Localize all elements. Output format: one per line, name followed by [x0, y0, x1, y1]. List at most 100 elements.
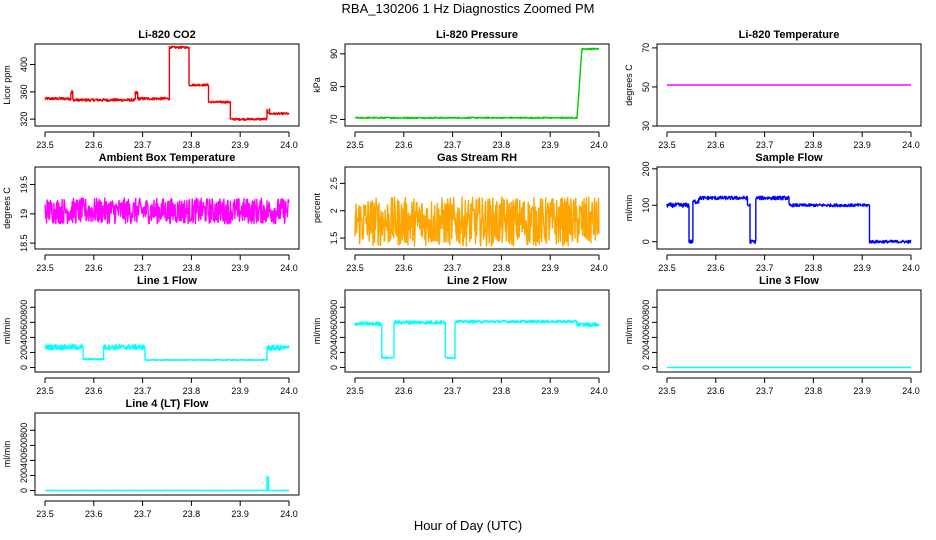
chart-title: Gas Stream RH	[437, 152, 517, 164]
y-axis-label: ml/min	[312, 318, 322, 345]
y-tick-label: 2	[329, 208, 339, 213]
y-tick-label: 18.5	[19, 234, 29, 252]
x-tick-label: 23.7	[444, 386, 462, 396]
x-tick-label: 24.0	[590, 140, 608, 150]
y-tick-label: 200	[641, 345, 651, 360]
y-tick-label: 50	[641, 82, 651, 92]
x-tick-label: 23.7	[134, 509, 152, 519]
y-tick-label: 600	[19, 315, 29, 330]
plot-frame	[656, 289, 922, 373]
x-tick-label: 24.0	[590, 386, 608, 396]
y-tick-label: 70	[641, 43, 651, 53]
page-title: RBA_130206 1 Hz Diagnostics Zoomed PM	[341, 1, 595, 16]
chart-panel: Li-820 Temperature degrees C 30 50 70 23.5 23.…	[624, 29, 922, 150]
y-tick-label: 200	[329, 345, 339, 360]
y-tick-label: 400	[19, 57, 29, 72]
x-tick-label: 23.5	[36, 509, 54, 519]
x-tick-label: 23.6	[395, 140, 413, 150]
x-tick-label: 24.0	[902, 140, 920, 150]
y-tick-label: 400	[19, 453, 29, 468]
x-tick-label: 23.6	[707, 263, 725, 273]
x-tick-label: 23.9	[231, 386, 249, 396]
y-tick-label: 200	[19, 468, 29, 483]
x-tick-label: 23.9	[231, 509, 249, 519]
x-tick-label: 24.0	[280, 140, 298, 150]
chart-title: Line 1 Flow	[137, 275, 197, 287]
y-tick-label: 2.5	[329, 177, 339, 190]
x-tick-label: 23.5	[36, 386, 54, 396]
series-line	[666, 195, 912, 245]
series-line	[44, 197, 290, 225]
x-tick-label: 23.5	[658, 263, 676, 273]
y-tick-label: 19	[19, 209, 29, 219]
x-tick-label: 23.5	[346, 386, 364, 396]
y-tick-label: 400	[19, 330, 29, 345]
x-tick-label: 23.8	[183, 263, 201, 273]
x-tick-label: 23.7	[756, 140, 774, 150]
y-tick-label: 400	[329, 330, 339, 345]
x-tick-label: 23.6	[85, 263, 103, 273]
chart-panel: Sample Flow ml/min 0 100 200 23.5 23.6 23.7 23.8…	[624, 152, 922, 273]
y-axis-label: percent	[312, 192, 322, 223]
chart-panel: Gas Stream RH percent 1.5 2 2.5 23.5 23.6 23.7 2…	[312, 152, 610, 273]
x-tick-label: 23.6	[395, 263, 413, 273]
x-tick-label: 24.0	[590, 263, 608, 273]
x-tick-label: 23.9	[853, 140, 871, 150]
chart-title: Line 3 Flow	[759, 275, 819, 287]
x-tick-label: 23.8	[493, 140, 511, 150]
x-tick-label: 23.8	[493, 386, 511, 396]
x-tick-label: 23.5	[658, 386, 676, 396]
y-tick-label: 70	[329, 114, 339, 124]
x-tick-label: 23.9	[853, 263, 871, 273]
x-tick-label: 23.9	[541, 263, 559, 273]
plot-frame	[344, 43, 610, 127]
y-tick-label: 320	[19, 112, 29, 127]
x-tick-label: 23.5	[36, 140, 54, 150]
x-tick-label: 23.7	[134, 140, 152, 150]
x-tick-label: 23.5	[36, 263, 54, 273]
y-tick-label: 600	[19, 438, 29, 453]
x-tick-label: 23.6	[707, 386, 725, 396]
y-tick-label: 30	[641, 121, 651, 131]
x-tick-label: 23.6	[85, 509, 103, 519]
x-tick-label: 24.0	[902, 263, 920, 273]
x-tick-label: 23.9	[541, 140, 559, 150]
chart-title: Li-820 Temperature	[739, 29, 840, 41]
y-axis-label: ml/min	[624, 195, 634, 222]
y-tick-label: 80	[329, 82, 339, 92]
x-tick-label: 23.8	[805, 140, 823, 150]
x-tick-label: 23.7	[134, 263, 152, 273]
plot-frame	[656, 166, 922, 250]
plot-frame	[34, 289, 300, 373]
y-axis-label: degrees C	[2, 187, 12, 229]
x-tick-label: 23.8	[183, 386, 201, 396]
x-tick-label: 23.9	[231, 263, 249, 273]
x-tick-label: 23.6	[395, 386, 413, 396]
x-tick-label: 23.6	[85, 140, 103, 150]
y-tick-label: 800	[329, 300, 339, 315]
x-tick-label: 23.9	[231, 140, 249, 150]
y-tick-label: 800	[641, 300, 651, 315]
x-tick-label: 23.6	[85, 386, 103, 396]
series-line	[354, 319, 600, 360]
chart-title: Ambient Box Temperature	[99, 152, 236, 164]
x-tick-label: 23.5	[346, 263, 364, 273]
series-line	[354, 47, 600, 120]
chart-title: Li-820 CO2	[138, 29, 195, 41]
plot-frame	[656, 43, 922, 127]
x-tick-label: 23.7	[756, 386, 774, 396]
y-tick-label: 0	[641, 365, 651, 370]
chart-panel: Ambient Box Temperature degrees C 18.5 19 19…	[2, 152, 300, 273]
y-tick-label: 800	[19, 423, 29, 438]
x-tick-label: 24.0	[280, 509, 298, 519]
y-tick-label: 1.5	[329, 232, 339, 245]
x-tick-label: 23.7	[444, 140, 462, 150]
x-tick-label: 23.5	[658, 140, 676, 150]
x-tick-label: 23.9	[853, 386, 871, 396]
chart-title: Sample Flow	[755, 152, 823, 164]
x-tick-label: 23.8	[805, 386, 823, 396]
